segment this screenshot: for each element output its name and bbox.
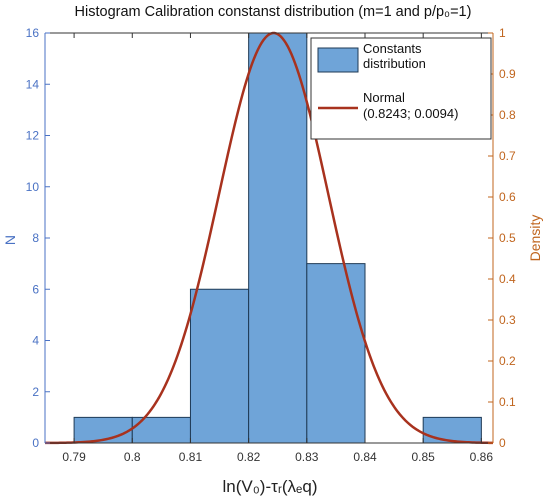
histogram-bar-3: [189, 288, 250, 444]
plot-area: 0.79 0.8 0.81 0.82 0.83 0.84 0.85 0.86024681012…: [26, 26, 516, 464]
y-tick-label-left: 14: [26, 77, 40, 91]
y-tick-label-left: 6: [32, 282, 39, 296]
legend-label-constants: distribution: [363, 56, 426, 71]
x-axis-label: ln(V₀)-τᵣ(λₑq): [223, 477, 318, 496]
y-axis-label-right: Density: [527, 215, 543, 262]
x-tick-label: 0.82: [237, 450, 261, 464]
x-tick-label: 0.85: [412, 450, 436, 464]
x-tick-label: 0.8: [124, 450, 141, 464]
x-tick-label: 0.81: [179, 450, 203, 464]
y-tick-label-right: 1: [499, 26, 506, 40]
y-tick-label-right: 0.2: [499, 354, 516, 368]
y-tick-label-left: 2: [32, 385, 39, 399]
y-tick-label-right: 0.9: [499, 67, 516, 81]
legend-swatch-bar: [317, 47, 359, 73]
x-tick-label: 0.83: [295, 450, 319, 464]
x-tick-label: 0.79: [62, 450, 86, 464]
y-tick-label-right: 0.5: [499, 231, 516, 245]
legend-label-normal: (0.8243; 0.0094): [363, 106, 458, 121]
x-tick-label: 0.84: [353, 450, 377, 464]
y-tick-label-left: 10: [26, 180, 40, 194]
legend-label-constants: Constants: [363, 41, 422, 56]
normal-fit-curve: [44, 31, 494, 445]
y-tick-label-right: 0: [499, 436, 506, 450]
y-tick-label-right: 0.8: [499, 108, 516, 122]
y-tick-label-right: 0.3: [499, 313, 516, 327]
histogram-bar-7: [422, 416, 482, 444]
legend-label-normal: Normal: [363, 90, 405, 105]
y-tick-label-left: 8: [32, 231, 39, 245]
y-tick-label-right: 0.1: [499, 395, 516, 409]
y-tick-label-left: 16: [26, 26, 40, 40]
y-tick-label-left: 12: [26, 129, 40, 143]
histogram-bar-4: [248, 32, 308, 444]
y-tick-label-left: 0: [32, 436, 39, 450]
histogram-bar-5: [306, 263, 366, 444]
y-tick-label-right: 0.4: [499, 272, 516, 286]
y-axis-label-left: N: [2, 235, 18, 245]
y-tick-label-right: 0.7: [499, 149, 516, 163]
y-tick-label-right: 0.6: [499, 190, 516, 204]
chart-title: Histogram Calibration constanst distribu…: [75, 4, 472, 20]
x-tick-label: 0.86: [470, 450, 494, 464]
y-tick-label-left: 4: [32, 334, 39, 348]
